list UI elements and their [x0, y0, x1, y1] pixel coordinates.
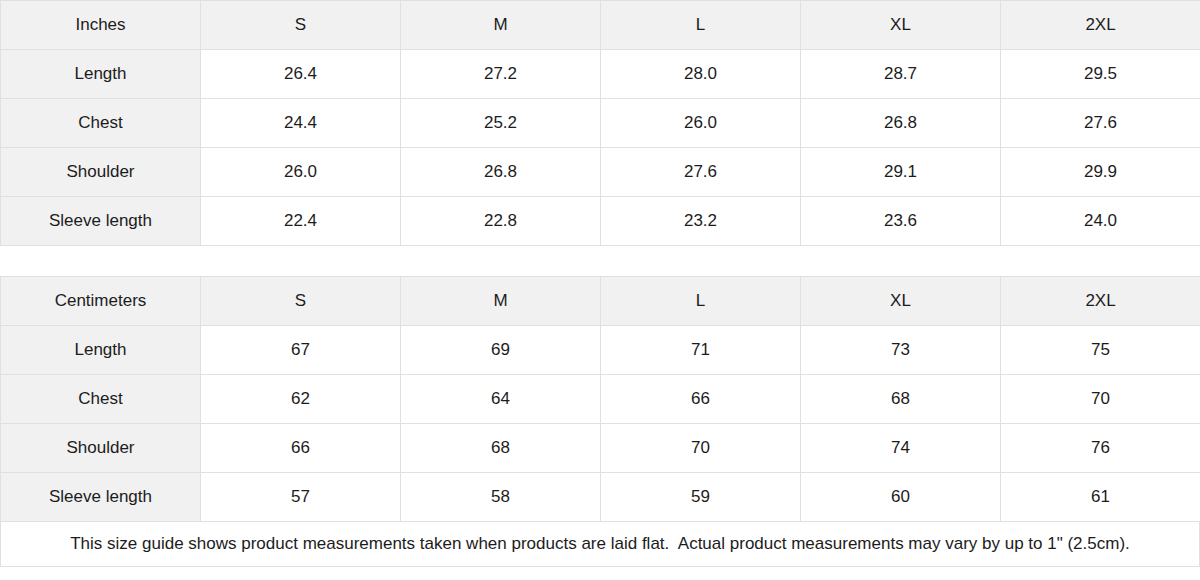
measurement-cell: 28.0 — [601, 50, 801, 99]
row-label-cell: Length — [1, 326, 201, 375]
measurement-cell: 23.6 — [801, 197, 1001, 246]
size-header-cell: 2XL — [1001, 277, 1200, 326]
size-header-cell: L — [601, 277, 801, 326]
size-header-cell: M — [401, 277, 601, 326]
measurement-cell: 28.7 — [801, 50, 1001, 99]
size-note: This size guide shows product measuremen… — [0, 521, 1200, 567]
measurement-cell: 59 — [601, 473, 801, 522]
table-row: Chest 24.4 25.2 26.0 26.8 27.6 — [1, 99, 1200, 148]
size-header-cell: XL — [801, 277, 1001, 326]
measurement-cell: 66 — [601, 375, 801, 424]
measurement-cell: 67 — [201, 326, 401, 375]
measurement-cell: 73 — [801, 326, 1001, 375]
measurement-cell: 27.6 — [601, 148, 801, 197]
measurement-cell: 24.0 — [1001, 197, 1200, 246]
measurement-cell: 26.8 — [401, 148, 601, 197]
measurement-cell: 75 — [1001, 326, 1200, 375]
size-table-inches: Inches S M L XL 2XL Length 26.4 27.2 28.… — [0, 0, 1200, 246]
measurement-cell: 70 — [1001, 375, 1200, 424]
measurement-cell: 68 — [401, 424, 601, 473]
size-header-cell: S — [201, 277, 401, 326]
measurement-cell: 69 — [401, 326, 601, 375]
unit-header-cell: Inches — [1, 1, 201, 50]
row-label-cell: Chest — [1, 99, 201, 148]
measurement-cell: 57 — [201, 473, 401, 522]
measurement-cell: 26.4 — [201, 50, 401, 99]
table-row: Length 67 69 71 73 75 — [1, 326, 1200, 375]
measurement-cell: 26.8 — [801, 99, 1001, 148]
size-header-cell: XL — [801, 1, 1001, 50]
measurement-cell: 29.9 — [1001, 148, 1200, 197]
measurement-cell: 24.4 — [201, 99, 401, 148]
measurement-cell: 70 — [601, 424, 801, 473]
measurement-cell: 74 — [801, 424, 1001, 473]
measurement-cell: 27.2 — [401, 50, 601, 99]
table-row: Shoulder 26.0 26.8 27.6 29.1 29.9 — [1, 148, 1200, 197]
size-header-cell: L — [601, 1, 801, 50]
measurement-cell: 27.6 — [1001, 99, 1200, 148]
table-row: Length 26.4 27.2 28.0 28.7 29.5 — [1, 50, 1200, 99]
table-header-row: Centimeters S M L XL 2XL — [1, 277, 1200, 326]
table-row: Chest 62 64 66 68 70 — [1, 375, 1200, 424]
measurement-cell: 25.2 — [401, 99, 601, 148]
measurement-cell: 66 — [201, 424, 401, 473]
measurement-cell: 61 — [1001, 473, 1200, 522]
table-header-row: Inches S M L XL 2XL — [1, 1, 1200, 50]
size-header-cell: S — [201, 1, 401, 50]
row-label-cell: Sleeve length — [1, 473, 201, 522]
table-row: Shoulder 66 68 70 74 76 — [1, 424, 1200, 473]
table-gap — [0, 246, 1200, 276]
measurement-cell: 62 — [201, 375, 401, 424]
measurement-cell: 29.5 — [1001, 50, 1200, 99]
row-label-cell: Length — [1, 50, 201, 99]
measurement-cell: 60 — [801, 473, 1001, 522]
size-header-cell: 2XL — [1001, 1, 1200, 50]
measurement-cell: 26.0 — [201, 148, 401, 197]
measurement-cell: 71 — [601, 326, 801, 375]
table-row: Sleeve length 57 58 59 60 61 — [1, 473, 1200, 522]
measurement-cell: 64 — [401, 375, 601, 424]
measurement-cell: 22.4 — [201, 197, 401, 246]
measurement-cell: 68 — [801, 375, 1001, 424]
measurement-cell: 29.1 — [801, 148, 1001, 197]
measurement-cell: 58 — [401, 473, 601, 522]
row-label-cell: Shoulder — [1, 148, 201, 197]
row-label-cell: Chest — [1, 375, 201, 424]
measurement-cell: 22.8 — [401, 197, 601, 246]
row-label-cell: Sleeve length — [1, 197, 201, 246]
row-label-cell: Shoulder — [1, 424, 201, 473]
measurement-cell: 23.2 — [601, 197, 801, 246]
measurement-cell: 26.0 — [601, 99, 801, 148]
unit-header-cell: Centimeters — [1, 277, 201, 326]
size-header-cell: M — [401, 1, 601, 50]
measurement-cell: 76 — [1001, 424, 1200, 473]
table-row: Sleeve length 22.4 22.8 23.2 23.6 24.0 — [1, 197, 1200, 246]
size-table-centimeters: Centimeters S M L XL 2XL Length 67 69 71… — [0, 276, 1200, 522]
